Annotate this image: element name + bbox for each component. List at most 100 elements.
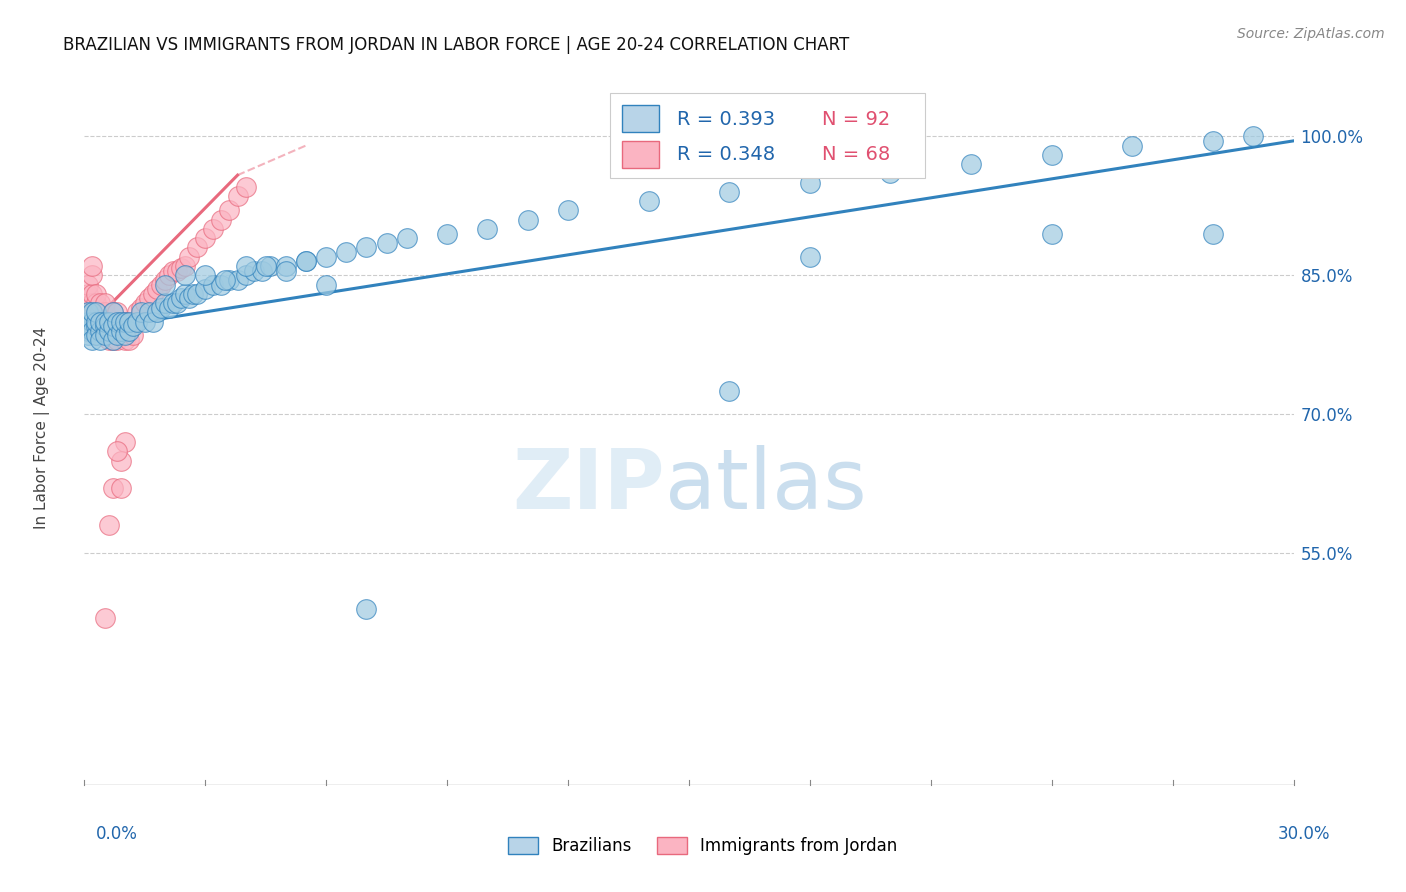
- Point: [960, 157, 983, 171]
- Point: [214, 273, 236, 287]
- Point: [477, 222, 499, 236]
- Point: [97, 315, 120, 329]
- Point: [86, 305, 108, 319]
- Point: [516, 212, 538, 227]
- Point: [101, 305, 124, 319]
- Point: [77, 286, 100, 301]
- Point: [134, 315, 156, 329]
- Point: [194, 282, 217, 296]
- Point: [93, 328, 115, 343]
- Point: [162, 263, 184, 277]
- Point: [179, 292, 201, 306]
- Point: [97, 333, 120, 347]
- Point: [295, 254, 318, 268]
- Point: [181, 286, 204, 301]
- Point: [82, 305, 104, 319]
- Point: [105, 444, 128, 458]
- Point: [89, 324, 111, 338]
- Point: [82, 268, 104, 283]
- Point: [101, 305, 124, 319]
- Point: [125, 315, 148, 329]
- Point: [86, 305, 108, 319]
- Point: [77, 328, 100, 343]
- Text: atlas: atlas: [665, 445, 866, 525]
- Point: [114, 333, 136, 347]
- Point: [110, 324, 132, 338]
- Point: [1202, 227, 1225, 241]
- FancyBboxPatch shape: [610, 93, 925, 178]
- Point: [162, 296, 184, 310]
- Point: [142, 315, 165, 329]
- Point: [89, 296, 111, 310]
- Point: [114, 435, 136, 450]
- Point: [149, 301, 172, 315]
- Point: [134, 296, 156, 310]
- Point: [77, 277, 100, 292]
- Point: [97, 324, 120, 338]
- Point: [82, 315, 104, 329]
- Text: 0.0%: 0.0%: [96, 825, 138, 843]
- Point: [105, 328, 128, 343]
- Point: [114, 315, 136, 329]
- Point: [557, 203, 579, 218]
- Point: [250, 263, 273, 277]
- Point: [1121, 138, 1143, 153]
- Point: [186, 286, 208, 301]
- Point: [375, 235, 398, 250]
- Point: [86, 286, 108, 301]
- Text: Source: ZipAtlas.com: Source: ZipAtlas.com: [1237, 27, 1385, 41]
- Point: [218, 203, 240, 218]
- Point: [97, 518, 120, 533]
- Point: [209, 277, 232, 292]
- Point: [101, 482, 124, 496]
- Point: [799, 176, 821, 190]
- Point: [89, 324, 111, 338]
- Point: [235, 268, 257, 283]
- Point: [86, 328, 108, 343]
- Point: [166, 263, 188, 277]
- Point: [82, 305, 104, 319]
- Point: [153, 273, 176, 287]
- Point: [356, 240, 378, 254]
- Point: [1241, 129, 1264, 144]
- Point: [121, 315, 143, 329]
- Point: [218, 273, 240, 287]
- Point: [129, 301, 152, 315]
- Point: [157, 301, 180, 315]
- Point: [77, 305, 100, 319]
- Point: [105, 333, 128, 347]
- Point: [110, 315, 132, 329]
- Bar: [623, 105, 659, 132]
- Point: [86, 319, 108, 334]
- Text: BRAZILIAN VS IMMIGRANTS FROM JORDAN IN LABOR FORCE | AGE 20-24 CORRELATION CHART: BRAZILIAN VS IMMIGRANTS FROM JORDAN IN L…: [63, 36, 849, 54]
- Point: [718, 185, 741, 199]
- Point: [125, 305, 148, 319]
- Point: [637, 194, 659, 208]
- Point: [93, 315, 115, 329]
- Point: [254, 259, 277, 273]
- Point: [101, 333, 124, 347]
- Point: [153, 296, 176, 310]
- Point: [93, 315, 115, 329]
- Point: [315, 277, 337, 292]
- Point: [174, 268, 197, 283]
- Point: [77, 296, 100, 310]
- Point: [114, 328, 136, 343]
- Text: In Labor Force | Age 20-24: In Labor Force | Age 20-24: [34, 327, 51, 529]
- Point: [82, 259, 104, 273]
- Point: [335, 245, 357, 260]
- Point: [89, 305, 111, 319]
- Point: [799, 250, 821, 264]
- Point: [110, 315, 132, 329]
- Point: [110, 328, 132, 343]
- Point: [77, 315, 100, 329]
- Point: [202, 277, 225, 292]
- Point: [121, 328, 143, 343]
- Point: [86, 315, 108, 329]
- Point: [194, 268, 217, 283]
- Point: [105, 319, 128, 334]
- Point: [166, 296, 188, 310]
- Point: [315, 250, 337, 264]
- Point: [82, 315, 104, 329]
- Point: [235, 180, 257, 194]
